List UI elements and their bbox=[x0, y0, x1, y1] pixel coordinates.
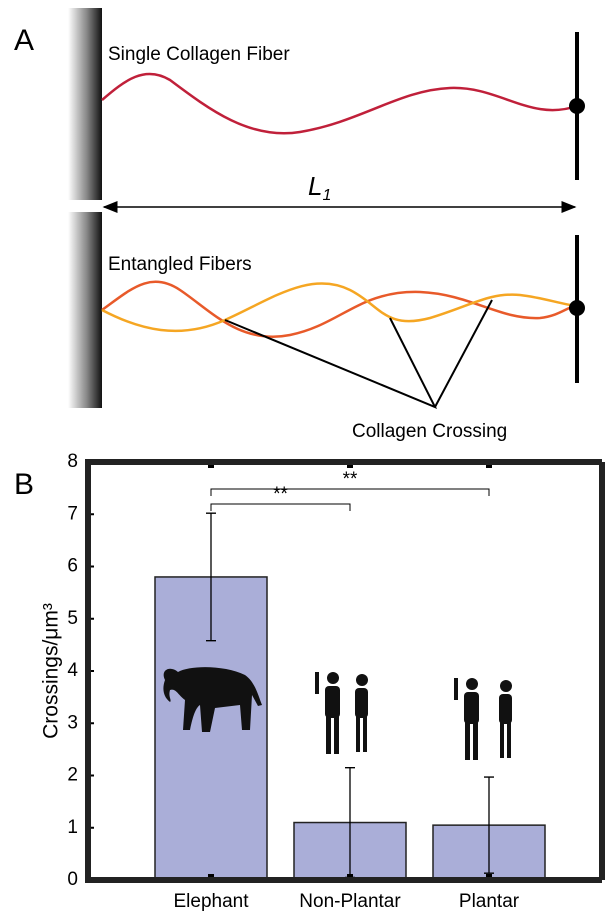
wall bbox=[68, 8, 102, 200]
page: A Single Collagen Fiber L1 Entangled Fib… bbox=[0, 0, 605, 914]
x-tick-label: Non-Plantar bbox=[299, 891, 401, 912]
wall bbox=[68, 212, 102, 408]
crossing-label: Collagen Crossing bbox=[352, 421, 507, 442]
entangled-label: Entangled Fibers bbox=[108, 254, 252, 275]
significance-label: ** bbox=[273, 484, 288, 505]
human-icons bbox=[315, 672, 512, 760]
significance-label: ** bbox=[343, 469, 358, 490]
fiber bbox=[102, 282, 577, 337]
fiber bbox=[102, 283, 577, 330]
length-symbol: L bbox=[308, 171, 322, 201]
fiber bbox=[102, 74, 577, 133]
panel-label: A bbox=[14, 24, 34, 57]
x-tick-label: Plantar bbox=[459, 891, 520, 912]
length-subscript: 1 bbox=[322, 187, 331, 204]
y-tick-label: 4 bbox=[67, 660, 78, 681]
panel-label: B bbox=[14, 468, 34, 501]
y-tick-label: 1 bbox=[67, 817, 78, 838]
node bbox=[569, 98, 585, 114]
significance-bracket bbox=[211, 489, 489, 496]
x-tick-label: Elephant bbox=[173, 891, 249, 912]
fiber-label: Single Collagen Fiber bbox=[108, 44, 290, 65]
y-tick-label: 2 bbox=[67, 765, 78, 786]
length-label: L1 bbox=[308, 171, 331, 204]
figure: A Single Collagen Fiber L1 Entangled Fib… bbox=[0, 0, 605, 914]
y-tick-label: 0 bbox=[67, 869, 78, 890]
y-tick-label: 7 bbox=[67, 503, 78, 524]
y-axis-label: Crossings/μm³ bbox=[40, 603, 63, 739]
y-tick-label: 5 bbox=[67, 608, 78, 629]
y-tick-label: 3 bbox=[67, 712, 78, 733]
node bbox=[569, 300, 585, 316]
crossing-pointer bbox=[225, 300, 492, 407]
significance-bracket bbox=[211, 504, 350, 511]
y-tick-label: 6 bbox=[67, 556, 78, 577]
y-tick-label: 8 bbox=[67, 451, 78, 472]
